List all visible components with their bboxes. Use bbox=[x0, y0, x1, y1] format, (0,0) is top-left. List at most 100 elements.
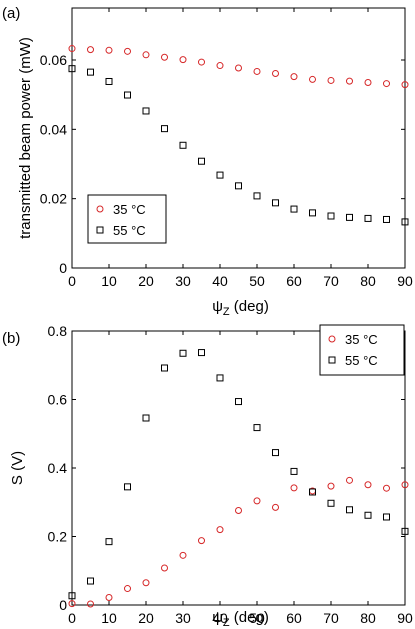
data-point-square bbox=[124, 483, 131, 491]
data-point-circle bbox=[272, 70, 279, 78]
x-tick-label: 90 bbox=[397, 273, 413, 289]
data-point-square bbox=[179, 141, 187, 149]
data-point-circle bbox=[161, 564, 168, 572]
data-point-circle bbox=[142, 51, 150, 59]
data-point-square bbox=[235, 182, 242, 190]
data-point-square bbox=[327, 212, 335, 220]
data-point-square bbox=[272, 199, 279, 207]
x-tick-label: 70 bbox=[323, 273, 339, 289]
data-point-square bbox=[198, 349, 205, 357]
data-point-square bbox=[383, 513, 390, 521]
legend-marker-circle bbox=[96, 205, 104, 213]
data-point-square bbox=[290, 467, 298, 475]
data-point-circle bbox=[383, 484, 390, 492]
x-axis-label-subscript: Z bbox=[223, 306, 230, 318]
data-point-circle bbox=[105, 46, 113, 54]
x-tick-label: 30 bbox=[175, 610, 191, 626]
x-axis-label-symbol: ψ bbox=[212, 298, 223, 315]
data-point-square bbox=[401, 527, 409, 535]
data-point-circle bbox=[124, 585, 131, 593]
data-point-square bbox=[364, 511, 372, 519]
data-point-circle bbox=[179, 56, 187, 64]
data-point-circle bbox=[327, 482, 335, 490]
data-point-square bbox=[327, 499, 335, 507]
data-point-square bbox=[179, 349, 187, 357]
data-point-square bbox=[290, 205, 298, 213]
data-point-square bbox=[124, 91, 131, 99]
data-point-circle bbox=[346, 476, 353, 484]
data-point-circle bbox=[198, 58, 205, 66]
data-point-square bbox=[253, 192, 261, 200]
data-point-circle bbox=[124, 47, 131, 55]
x-tick-label: 30 bbox=[175, 273, 191, 289]
data-point-circle bbox=[216, 62, 224, 70]
data-point-circle bbox=[272, 503, 279, 511]
data-point-square bbox=[105, 538, 113, 546]
data-point-square bbox=[364, 214, 372, 222]
x-tick-label: 50 bbox=[249, 273, 265, 289]
x-tick-label: 60 bbox=[286, 273, 302, 289]
x-tick-label: 0 bbox=[68, 610, 76, 626]
x-axis-label: ψZ (deg) bbox=[212, 298, 269, 318]
panel-label: (a) bbox=[2, 5, 20, 22]
series-35c bbox=[68, 45, 409, 89]
data-point-circle bbox=[179, 551, 187, 559]
legend: 35 °C 55 °C bbox=[319, 324, 405, 376]
series-55c bbox=[68, 349, 409, 600]
data-point-circle bbox=[87, 46, 94, 54]
data-point-square bbox=[161, 125, 168, 133]
panel-label: (b) bbox=[2, 330, 20, 347]
data-point-square bbox=[401, 218, 409, 226]
data-point-square bbox=[142, 414, 150, 422]
data-point-circle bbox=[198, 537, 205, 545]
data-point-square bbox=[87, 577, 94, 585]
data-point-circle bbox=[401, 81, 409, 89]
data-point-square bbox=[383, 215, 390, 223]
data-point-circle bbox=[364, 481, 372, 489]
y-tick-label: 0 bbox=[59, 260, 67, 276]
legend-label: 35 °C bbox=[345, 332, 378, 347]
data-point-circle bbox=[253, 497, 261, 505]
x-tick-label: 10 bbox=[101, 610, 117, 626]
y-tick-label: 0.8 bbox=[48, 323, 68, 339]
data-point-circle bbox=[253, 67, 261, 75]
data-point-circle bbox=[383, 80, 390, 88]
data-point-circle bbox=[290, 73, 298, 81]
legend-label: 35 °C bbox=[113, 202, 146, 217]
x-tick-label: 0 bbox=[68, 273, 76, 289]
x-axis-label-symbol: ψ bbox=[212, 609, 223, 626]
data-point-square bbox=[272, 449, 279, 457]
y-tick-label: 0.06 bbox=[40, 52, 67, 68]
axes-frame bbox=[71, 7, 406, 269]
x-tick-label: 80 bbox=[360, 610, 376, 626]
data-point-circle bbox=[309, 75, 316, 83]
data-point-circle bbox=[327, 76, 335, 84]
x-axis-label-subscript: Z bbox=[223, 617, 230, 629]
x-tick-label: 90 bbox=[397, 610, 413, 626]
legend-box bbox=[319, 324, 405, 376]
data-point-circle bbox=[161, 53, 168, 61]
x-axis-label-unit: (deg) bbox=[230, 298, 269, 315]
data-point-square bbox=[87, 68, 94, 76]
data-point-square bbox=[68, 592, 76, 600]
x-tick-label: 10 bbox=[101, 273, 117, 289]
x-tick-label: 60 bbox=[286, 610, 302, 626]
y-tick-label: 0.02 bbox=[40, 191, 67, 207]
data-point-circle bbox=[364, 79, 372, 87]
data-point-circle bbox=[68, 600, 76, 608]
legend-box bbox=[87, 194, 167, 244]
legend-label: 55 °C bbox=[113, 223, 146, 238]
data-point-square bbox=[216, 171, 224, 179]
x-axis-label: ψZ (deg) bbox=[212, 609, 269, 629]
data-point-circle bbox=[401, 481, 409, 489]
chart-panel-b: (b) 0 10 20 30 40 50 60 70 80 90 0 0.2 0.4 0.6 0.8 ψZ (d… bbox=[2, 323, 413, 629]
legend-marker-square bbox=[328, 356, 336, 364]
y-axis-label: transmitted beam power (mW) bbox=[17, 37, 34, 239]
data-point-square bbox=[216, 374, 224, 382]
data-point-circle bbox=[216, 526, 224, 534]
data-point-square bbox=[198, 157, 205, 165]
data-point-square bbox=[346, 506, 353, 514]
data-point-square bbox=[105, 77, 113, 85]
data-point-square bbox=[235, 398, 242, 406]
